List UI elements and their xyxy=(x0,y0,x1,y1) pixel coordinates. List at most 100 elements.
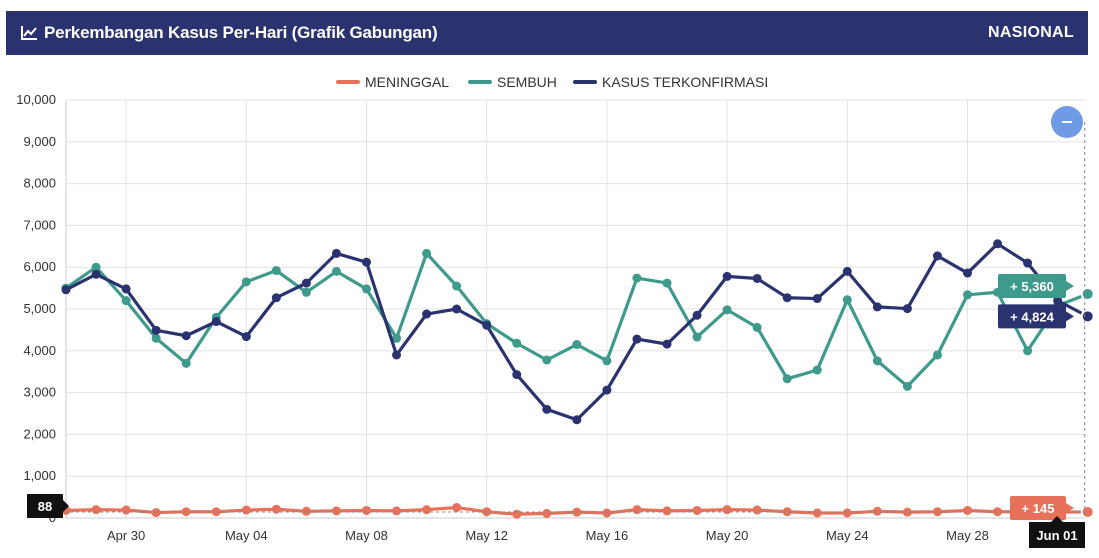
data-point-kasus[interactable] xyxy=(932,251,942,261)
data-point-kasus[interactable] xyxy=(422,309,432,319)
data-point-kasus[interactable] xyxy=(91,269,101,279)
data-point-sembuh[interactable] xyxy=(542,355,552,365)
data-point-sembuh[interactable] xyxy=(752,322,762,332)
data-point-meninggal[interactable] xyxy=(121,505,131,515)
data-point-meninggal[interactable] xyxy=(782,507,792,517)
x-tick-label: May 20 xyxy=(706,528,749,543)
data-point-sembuh[interactable] xyxy=(362,284,371,294)
crosshair-y-label-pointer xyxy=(63,500,69,512)
data-point-sembuh[interactable] xyxy=(301,287,311,297)
data-point-meninggal[interactable] xyxy=(932,507,942,517)
data-point-sembuh[interactable] xyxy=(91,262,101,272)
data-point-meninggal[interactable] xyxy=(452,503,462,513)
data-point-kasus[interactable] xyxy=(632,334,642,344)
data-point-sembuh[interactable] xyxy=(422,248,432,258)
data-point-sembuh[interactable] xyxy=(692,332,702,342)
data-point-meninggal[interactable] xyxy=(542,508,552,518)
data-point-kasus[interactable] xyxy=(151,325,161,335)
data-point-kasus[interactable] xyxy=(542,404,552,414)
data-point-sembuh[interactable] xyxy=(842,295,852,305)
data-point-kasus[interactable] xyxy=(722,271,732,281)
data-point-sembuh[interactable] xyxy=(602,356,612,366)
data-point-kasus[interactable] xyxy=(872,302,882,312)
data-point-meninggal[interactable] xyxy=(692,505,702,515)
data-point-kasus[interactable] xyxy=(1080,309,1095,324)
data-point-kasus[interactable] xyxy=(121,284,131,294)
data-point-sembuh[interactable] xyxy=(1023,346,1033,356)
legend-item-sembuh[interactable]: SEMBUH xyxy=(497,74,557,90)
data-point-meninggal[interactable] xyxy=(632,505,642,515)
data-point-kasus[interactable] xyxy=(752,273,762,283)
data-point-meninggal[interactable] xyxy=(902,507,912,517)
data-point-sembuh[interactable] xyxy=(932,350,942,360)
data-point-sembuh[interactable] xyxy=(271,266,281,276)
data-point-sembuh[interactable] xyxy=(782,374,792,384)
data-point-kasus[interactable] xyxy=(662,339,672,349)
data-point-kasus[interactable] xyxy=(572,415,582,425)
series-line-kasus[interactable] xyxy=(65,242,1089,422)
data-point-sembuh[interactable] xyxy=(452,281,462,291)
data-point-kasus[interactable] xyxy=(331,248,341,258)
data-point-kasus[interactable] xyxy=(271,293,281,303)
data-point-kasus[interactable] xyxy=(1023,258,1033,268)
data-point-kasus[interactable] xyxy=(362,257,371,267)
data-point-sembuh[interactable] xyxy=(1080,286,1095,301)
data-point-kasus[interactable] xyxy=(902,304,912,314)
data-point-kasus[interactable] xyxy=(782,293,792,303)
data-point-meninggal[interactable] xyxy=(842,508,852,518)
data-point-sembuh[interactable] xyxy=(572,340,582,350)
data-point-kasus[interactable] xyxy=(993,239,1003,249)
data-point-sembuh[interactable] xyxy=(722,305,732,315)
data-point-sembuh[interactable] xyxy=(331,266,341,276)
data-point-sembuh[interactable] xyxy=(121,296,131,306)
data-point-kasus[interactable] xyxy=(602,385,612,395)
data-point-sembuh[interactable] xyxy=(872,356,882,366)
data-point-meninggal[interactable] xyxy=(241,505,251,515)
data-point-kasus[interactable] xyxy=(181,331,191,341)
data-point-kasus[interactable] xyxy=(211,317,221,327)
data-point-meninggal[interactable] xyxy=(422,505,432,515)
data-point-sembuh[interactable] xyxy=(181,358,191,368)
data-point-meninggal[interactable] xyxy=(91,505,101,515)
data-point-sembuh[interactable] xyxy=(392,333,402,343)
data-point-kasus[interactable] xyxy=(61,285,71,295)
data-point-meninggal[interactable] xyxy=(362,505,371,515)
data-point-meninggal[interactable] xyxy=(963,505,972,515)
data-point-sembuh[interactable] xyxy=(241,277,251,287)
data-point-meninggal[interactable] xyxy=(301,506,311,516)
data-point-meninggal[interactable] xyxy=(1080,504,1095,519)
data-point-meninggal[interactable] xyxy=(872,506,882,516)
region-label[interactable]: NASIONAL xyxy=(988,24,1074,41)
data-point-sembuh[interactable] xyxy=(963,290,972,300)
data-point-meninggal[interactable] xyxy=(151,508,161,518)
data-point-meninggal[interactable] xyxy=(993,507,1003,517)
data-point-meninggal[interactable] xyxy=(512,509,522,519)
data-point-meninggal[interactable] xyxy=(812,508,822,518)
data-point-meninggal[interactable] xyxy=(722,505,732,515)
data-point-meninggal[interactable] xyxy=(602,508,612,518)
data-point-kasus[interactable] xyxy=(812,294,822,304)
data-point-sembuh[interactable] xyxy=(632,273,642,283)
data-point-kasus[interactable] xyxy=(392,350,402,360)
data-point-sembuh[interactable] xyxy=(662,278,672,288)
data-point-sembuh[interactable] xyxy=(902,381,912,391)
legend-item-kasus[interactable]: KASUS TERKONFIRMASI xyxy=(602,74,768,90)
data-point-kasus[interactable] xyxy=(692,310,702,320)
data-point-kasus[interactable] xyxy=(241,332,251,342)
data-point-meninggal[interactable] xyxy=(392,506,402,516)
data-point-kasus[interactable] xyxy=(963,268,972,278)
legend-item-meninggal[interactable]: MENINGGAL xyxy=(365,74,449,90)
data-point-kasus[interactable] xyxy=(301,278,311,288)
data-point-sembuh[interactable] xyxy=(151,333,161,343)
data-point-meninggal[interactable] xyxy=(662,506,672,516)
data-point-meninggal[interactable] xyxy=(752,505,762,515)
data-point-kasus[interactable] xyxy=(452,304,462,314)
data-point-meninggal[interactable] xyxy=(331,506,341,516)
data-point-kasus[interactable] xyxy=(1053,296,1063,306)
data-point-kasus[interactable] xyxy=(482,320,492,330)
data-point-kasus[interactable] xyxy=(512,370,522,380)
data-point-sembuh[interactable] xyxy=(512,338,522,348)
data-point-kasus[interactable] xyxy=(842,266,852,276)
data-point-sembuh[interactable] xyxy=(812,365,822,375)
